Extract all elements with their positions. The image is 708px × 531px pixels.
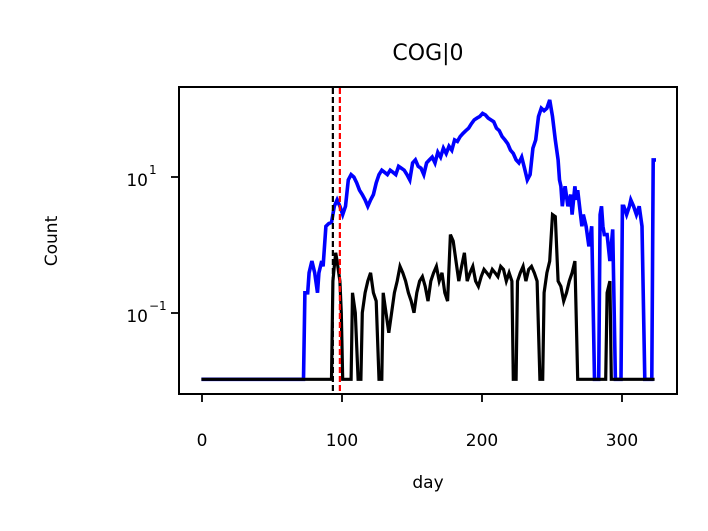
y-tick-label-base: 10 bbox=[126, 307, 148, 327]
plot-area bbox=[178, 86, 678, 395]
y-tick-label: 10 bbox=[126, 307, 148, 327]
y-tick-label-exp: 1 bbox=[149, 163, 157, 177]
plot-frame bbox=[178, 86, 678, 395]
y-axis: 10 −1 10 1 bbox=[126, 163, 179, 327]
series-layer bbox=[201, 99, 656, 382]
y-tick-label-exp: −1 bbox=[149, 299, 167, 313]
x-tick-label: 100 bbox=[326, 431, 358, 451]
y-tick-label-base: 10 bbox=[126, 171, 148, 191]
x-tick-label: 200 bbox=[466, 431, 498, 451]
chart-title: COG|0 bbox=[392, 41, 463, 66]
x-axis: 0 100 200 300 bbox=[197, 394, 638, 451]
series-line-black bbox=[201, 211, 655, 381]
y-axis-label: Count bbox=[42, 215, 62, 266]
x-axis-label: day bbox=[412, 473, 443, 493]
y-tick-label: 10 bbox=[126, 171, 148, 191]
series-line-blue bbox=[201, 99, 656, 382]
x-tick-label: 300 bbox=[606, 431, 638, 451]
vline-layer bbox=[331, 88, 341, 393]
x-tick-label: 0 bbox=[197, 431, 208, 451]
